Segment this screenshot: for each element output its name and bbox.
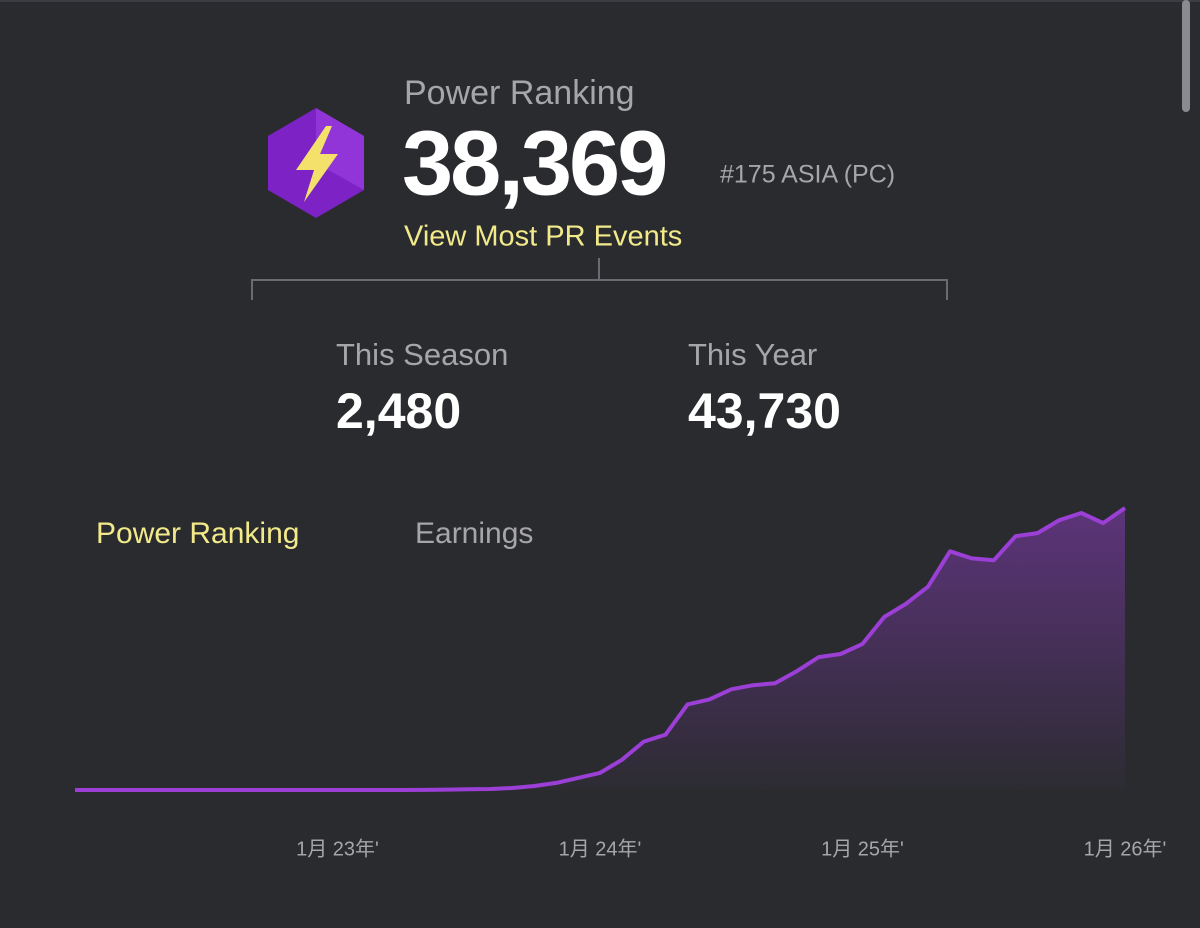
- x-tick-label: 1月 24年': [559, 837, 642, 860]
- x-tick-label: 1月 26年': [1084, 837, 1167, 860]
- view-events-link[interactable]: View Most PR Events: [404, 221, 682, 253]
- rank-text: #175 ASIA (PC): [720, 161, 895, 189]
- tab[interactable]: Earnings: [415, 517, 533, 550]
- chart: 1月 23年' 1月 24年' 1月 25年' 1月 26年': [75, 506, 1167, 860]
- header-title: Power Ranking: [404, 74, 635, 112]
- stat-label: This Season: [336, 337, 508, 372]
- x-tick-label: 1月 23年': [296, 837, 379, 860]
- stat-value: 43,730: [688, 383, 841, 439]
- stat-label: This Year: [688, 337, 817, 372]
- stat-value: 2,480: [336, 383, 461, 439]
- area-fill: [75, 508, 1125, 790]
- x-tick-label: 1月 25年': [821, 837, 904, 860]
- line: [75, 506, 1127, 792]
- tab-active[interactable]: Power Ranking: [96, 517, 299, 550]
- pr-value: 38,369: [402, 112, 665, 214]
- scrollbar[interactable]: [1182, 0, 1190, 112]
- bracket: [251, 258, 948, 300]
- pr-icon: [268, 108, 364, 218]
